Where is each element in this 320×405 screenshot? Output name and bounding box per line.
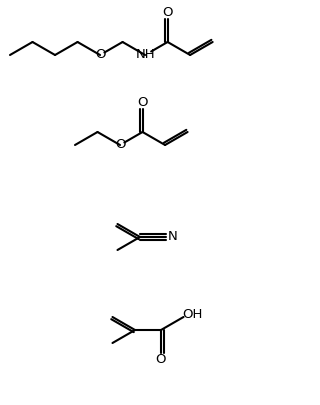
Text: O: O xyxy=(162,6,173,19)
Text: OH: OH xyxy=(182,309,203,322)
Text: O: O xyxy=(137,96,148,109)
Text: O: O xyxy=(115,139,125,151)
Text: N: N xyxy=(168,230,178,243)
Text: O: O xyxy=(95,49,105,62)
Text: O: O xyxy=(156,353,166,366)
Text: NH: NH xyxy=(135,49,155,62)
